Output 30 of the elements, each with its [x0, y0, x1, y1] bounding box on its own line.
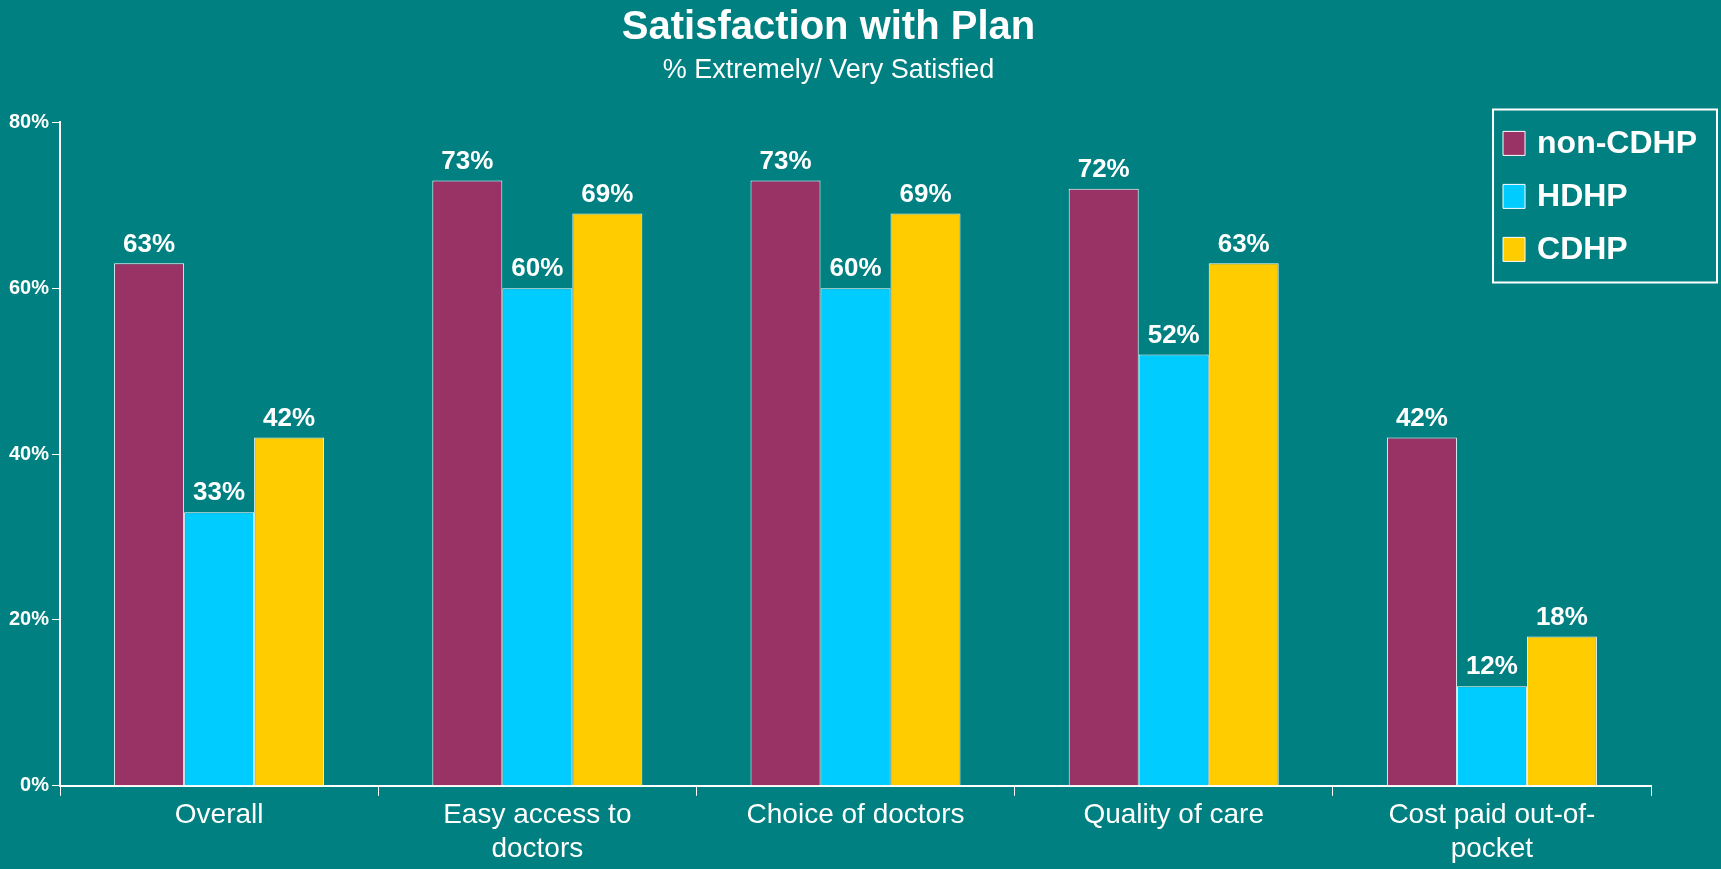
- chart-subtitle: % Extremely/ Very Satisfied: [662, 53, 995, 84]
- data-label: 52%: [1147, 318, 1200, 349]
- data-label: 63%: [1217, 227, 1270, 258]
- legend-label: CDHP: [1537, 230, 1628, 267]
- x-tick-label: Cost paid out-of-pocket: [1388, 798, 1596, 863]
- x-tick-label: Easy access to doctors: [443, 798, 632, 863]
- x-tick-label: Quality of care: [1083, 798, 1264, 830]
- x-tick-label: Overall: [174, 798, 264, 830]
- data-label: 72%: [1077, 152, 1130, 183]
- y-tick-label: 80%: [9, 109, 50, 132]
- data-label: 63%: [123, 227, 176, 258]
- y-tick-label: 0%: [20, 773, 50, 796]
- data-label: 73%: [441, 144, 494, 175]
- data-label: 42%: [1395, 401, 1448, 432]
- data-label: 69%: [581, 177, 634, 208]
- x-tick-label: Choice of doctors: [746, 798, 965, 830]
- legend-label: non-CDHP: [1537, 124, 1697, 161]
- data-label: 33%: [193, 476, 246, 507]
- data-label: 69%: [899, 177, 952, 208]
- chart-title: Satisfaction with Plan: [621, 3, 1036, 48]
- data-label: 12%: [1465, 650, 1518, 681]
- data-label: 60%: [829, 252, 882, 283]
- data-label: 60%: [511, 252, 564, 283]
- y-tick-label: 20%: [9, 607, 50, 630]
- data-label: 18%: [1535, 600, 1588, 631]
- legend-label: HDHP: [1537, 177, 1628, 214]
- y-tick-label: 40%: [9, 441, 50, 464]
- data-label: 73%: [759, 144, 812, 175]
- data-label: 42%: [263, 401, 316, 432]
- y-tick-label: 60%: [9, 275, 50, 298]
